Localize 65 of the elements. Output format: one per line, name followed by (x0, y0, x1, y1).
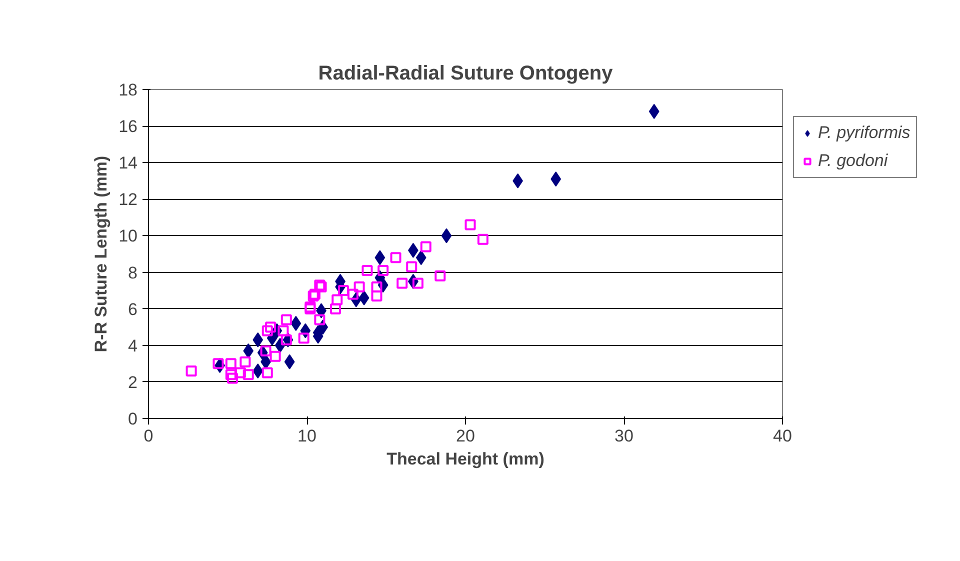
y-axis-title: R-R Suture Length (mm) (92, 156, 111, 352)
point (371, 281, 382, 292)
y-tick-label: 16 (118, 117, 138, 136)
point (477, 234, 488, 245)
point (243, 343, 254, 358)
point (550, 172, 562, 187)
point (298, 332, 310, 344)
y-tick-label: 0 (128, 410, 138, 428)
x-tick-label: 30 (614, 426, 634, 446)
y-tick-label: 6 (128, 300, 138, 319)
point (270, 350, 281, 362)
legend-label: P. godoni (818, 151, 888, 171)
point (284, 354, 295, 370)
point (354, 281, 365, 292)
y-tick-label: 12 (118, 190, 138, 210)
x-tick-label: 0 (144, 426, 154, 446)
point (252, 332, 264, 348)
x-tick-label: 20 (456, 426, 475, 446)
point (227, 372, 238, 384)
legend-label: P. pyriformis (818, 123, 910, 143)
point (464, 219, 476, 230)
point (278, 325, 289, 336)
chart-title: Radial-Radial Suture Ontogeny (318, 62, 614, 84)
point (234, 367, 246, 378)
point (314, 314, 326, 326)
y-tick-label: 18 (118, 80, 138, 100)
point (371, 290, 382, 302)
point (416, 250, 426, 266)
point (390, 252, 402, 264)
x-tick-label: 10 (298, 426, 316, 446)
point (378, 264, 389, 276)
point (362, 264, 373, 276)
point (420, 241, 432, 252)
point (240, 356, 251, 368)
point (252, 363, 264, 378)
y-tick-label: 14 (118, 154, 138, 173)
point (262, 367, 273, 378)
point (330, 303, 342, 314)
y-tick-label: 2 (128, 372, 138, 392)
point (374, 250, 386, 266)
point (338, 285, 349, 296)
y-tick-label: 4 (128, 336, 138, 356)
point (648, 104, 660, 119)
point (225, 358, 236, 370)
point (434, 270, 446, 282)
y-tick-label: 10 (118, 226, 138, 246)
point (412, 278, 424, 289)
point (212, 358, 224, 370)
point (225, 369, 236, 380)
x-axis-title: Thecal Height (mm) (386, 450, 544, 468)
point (332, 294, 343, 306)
point (186, 365, 197, 376)
point (262, 325, 273, 336)
point (265, 322, 276, 333)
point (406, 261, 418, 272)
point (396, 278, 408, 289)
x-tick-label: 40 (773, 426, 792, 446)
y-tick-label: 8 (128, 263, 138, 282)
point (280, 314, 292, 326)
point (358, 290, 370, 306)
point (290, 316, 302, 331)
point (347, 288, 358, 300)
point (441, 228, 452, 244)
point (242, 369, 254, 380)
point (260, 345, 272, 356)
